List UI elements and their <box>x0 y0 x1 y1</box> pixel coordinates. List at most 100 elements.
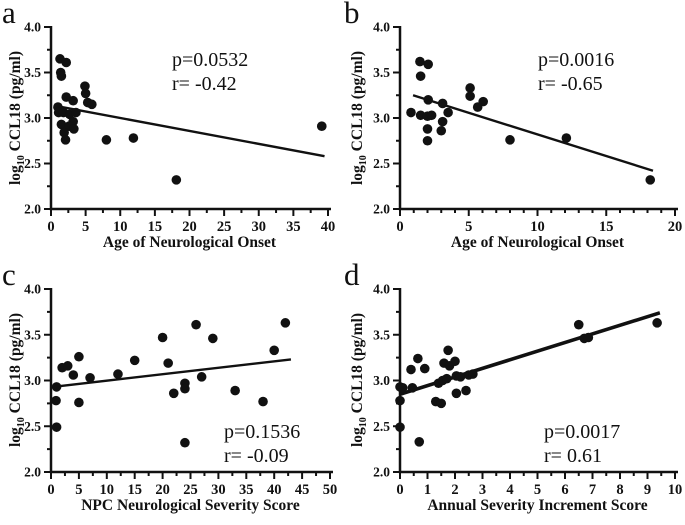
y-axis-label-subscript: 10 <box>16 417 28 428</box>
y-axis-label: log10 CCL18 (pg/ml) <box>7 51 27 185</box>
y-axis-label: log10 CCL18 (pg/ml) <box>349 313 369 447</box>
svg-text:6: 6 <box>561 482 568 498</box>
svg-text:2.0: 2.0 <box>24 465 41 480</box>
svg-text:15: 15 <box>599 219 614 235</box>
svg-text:3.5: 3.5 <box>373 65 390 80</box>
r-value-text: r= -0.65 <box>538 73 603 95</box>
stats-annotation: p=0.0016 r= -0.65 <box>538 48 614 96</box>
svg-text:30: 30 <box>211 482 226 498</box>
stats-annotation: p=0.0017 r= 0.61 <box>544 420 620 468</box>
svg-text:35: 35 <box>286 219 301 235</box>
svg-text:15: 15 <box>127 482 142 498</box>
panel-letter-a: a <box>2 0 16 30</box>
y-axis-label-prefix: log <box>348 165 366 186</box>
svg-text:3.0: 3.0 <box>373 111 390 126</box>
svg-text:0: 0 <box>396 482 403 498</box>
stats-annotation: p=0.0532 r= -0.42 <box>172 48 248 96</box>
svg-text:2.5: 2.5 <box>373 419 390 434</box>
stats-annotation: p=0.1536 r= -0.09 <box>224 420 300 468</box>
svg-text:3: 3 <box>479 482 486 498</box>
svg-text:5: 5 <box>465 219 472 235</box>
svg-text:3.0: 3.0 <box>373 373 390 388</box>
svg-text:20: 20 <box>668 219 683 235</box>
scatter-plot-b: 2.0 2.5 3.0 3.5 4.0 0 5 10 15 20 <box>373 20 683 236</box>
x-axis-label: Annual Severity Increment Score <box>427 497 648 514</box>
svg-text:5: 5 <box>534 482 541 498</box>
y-axis-label: log10 CCL18 (pg/ml) <box>7 313 27 447</box>
p-value-text: p=0.0017 <box>544 421 621 443</box>
r-value-text: r= -0.42 <box>172 73 237 95</box>
y-axis-label-subscript: 10 <box>358 417 370 428</box>
svg-text:10: 10 <box>668 482 683 498</box>
svg-text:0: 0 <box>47 219 54 235</box>
panel-letter-c: c <box>2 257 16 292</box>
panel-c: 2.0 2.5 3.0 3.5 4.0 0 5 10 15 20 25 30 35 40 45 50 c lo… <box>0 258 343 525</box>
svg-text:40: 40 <box>267 482 282 498</box>
svg-text:0: 0 <box>47 482 54 498</box>
svg-text:7: 7 <box>589 482 596 498</box>
svg-text:4.0: 4.0 <box>373 282 390 297</box>
svg-text:2: 2 <box>451 482 458 498</box>
svg-text:5: 5 <box>75 482 82 498</box>
svg-text:4.0: 4.0 <box>24 282 41 297</box>
scatter-plot-d: 2.0 2.5 3.0 3.5 4.0 0 1 2 3 4 5 6 7 8 9 10 <box>373 282 683 499</box>
svg-text:25: 25 <box>183 482 198 498</box>
svg-text:50: 50 <box>323 482 338 498</box>
svg-text:30: 30 <box>252 219 267 235</box>
svg-text:35: 35 <box>239 482 254 498</box>
panel-b: 2.0 2.5 3.0 3.5 4.0 0 5 10 15 20 b log10 CCL18 (p… <box>342 0 685 263</box>
y-axis-label-prefix: log <box>6 427 24 448</box>
svg-text:4: 4 <box>506 482 513 498</box>
svg-text:25: 25 <box>217 219 232 235</box>
panel-d: 2.0 2.5 3.0 3.5 4.0 0 1 2 3 4 5 6 7 8 9 10 d log10 CCL1… <box>342 258 685 525</box>
p-value-text: p=0.1536 <box>224 421 301 443</box>
x-axis-label: NPC Neurological Severity Score <box>81 497 300 514</box>
svg-text:5: 5 <box>82 219 89 235</box>
svg-text:3.0: 3.0 <box>24 373 41 388</box>
x-axis-label: Age of Neurological Onset <box>102 234 277 251</box>
r-value-text: r= -0.09 <box>224 445 289 467</box>
svg-text:2.0: 2.0 <box>373 465 390 480</box>
svg-text:3.5: 3.5 <box>24 327 41 342</box>
y-axis-label-rest: CCL18 (pg/ml) <box>6 50 24 156</box>
panel-letter-b: b <box>344 0 360 30</box>
svg-text:10: 10 <box>530 219 545 235</box>
svg-text:3.0: 3.0 <box>24 111 41 126</box>
y-axis-label-rest: CCL18 (pg/ml) <box>6 312 24 418</box>
svg-text:0: 0 <box>396 219 403 235</box>
svg-text:4.0: 4.0 <box>24 20 41 35</box>
y-axis-label-prefix: log <box>348 427 366 448</box>
svg-text:15: 15 <box>148 219 163 235</box>
y-axis-label-subscript: 10 <box>16 155 28 166</box>
svg-text:10: 10 <box>113 219 128 235</box>
svg-text:3.5: 3.5 <box>373 327 390 342</box>
svg-text:45: 45 <box>295 482 310 498</box>
panel-letter-d: d <box>344 257 360 292</box>
y-axis-label-rest: CCL18 (pg/ml) <box>348 50 366 156</box>
y-axis-label-subscript: 10 <box>358 155 370 166</box>
svg-text:8: 8 <box>616 482 623 498</box>
r-value-text: r= 0.61 <box>544 445 602 467</box>
panel-a: 2.0 2.5 3.0 3.5 4.0 0 5 10 15 20 25 30 35 40 a log10 … <box>0 0 343 263</box>
y-axis-label-prefix: log <box>6 165 24 186</box>
svg-text:2.0: 2.0 <box>24 202 41 217</box>
svg-text:2.5: 2.5 <box>373 156 390 171</box>
svg-text:2.5: 2.5 <box>24 419 41 434</box>
svg-text:10: 10 <box>100 482 115 498</box>
x-axis-label: Age of Neurological Onset <box>450 234 625 251</box>
svg-text:4.0: 4.0 <box>373 20 390 35</box>
svg-text:1: 1 <box>424 482 431 498</box>
svg-text:9: 9 <box>644 482 651 498</box>
p-value-text: p=0.0532 <box>172 49 249 71</box>
svg-text:3.5: 3.5 <box>24 65 41 80</box>
y-axis-label: log10 CCL18 (pg/ml) <box>349 51 369 185</box>
svg-text:2.5: 2.5 <box>24 156 41 171</box>
p-value-text: p=0.0016 <box>538 49 615 71</box>
svg-text:40: 40 <box>321 219 336 235</box>
svg-text:20: 20 <box>155 482 170 498</box>
scatter-plot-a: 2.0 2.5 3.0 3.5 4.0 0 5 10 15 20 25 30 35 40 <box>24 20 336 236</box>
svg-text:20: 20 <box>182 219 197 235</box>
y-axis-label-rest: CCL18 (pg/ml) <box>348 312 366 418</box>
svg-text:2.0: 2.0 <box>373 202 390 217</box>
